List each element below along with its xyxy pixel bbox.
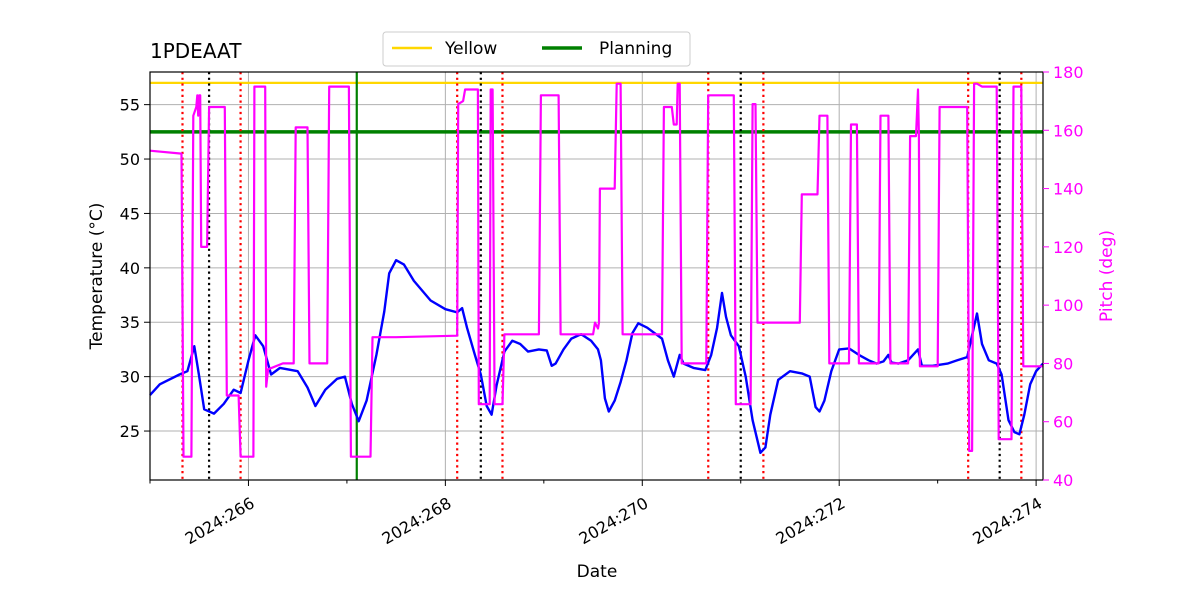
- x-axis-title: Date: [577, 562, 618, 582]
- y2-tick-label: 140: [1053, 180, 1084, 199]
- series-temperature-line: [149, 259, 1044, 454]
- plot-frame: [149, 71, 1044, 481]
- y-tick-label: 25: [120, 422, 140, 441]
- y-tick-label: 30: [120, 368, 140, 387]
- y-tick-label: 40: [120, 259, 140, 278]
- y-tick-label: 50: [120, 150, 140, 169]
- legend-label-planning: Planning: [599, 39, 672, 59]
- y2-tick-label: 120: [1053, 238, 1084, 257]
- y-tick-label: 55: [120, 96, 140, 115]
- y2-tick-label: 80: [1053, 354, 1073, 373]
- y2-tick-label: 40: [1053, 471, 1073, 490]
- legend-box: [382, 31, 691, 67]
- threshold-lines: [150, 81, 1043, 134]
- y2-tick-label: 160: [1053, 121, 1084, 140]
- series: [149, 82, 1044, 458]
- chart-title: 1PDEAAT: [150, 39, 242, 63]
- y-axis-title: Temperature (°C): [87, 203, 107, 351]
- y2-axis-title: Pitch (deg): [1097, 230, 1117, 322]
- event-lines: [181, 72, 1023, 480]
- y2-tick-label: 100: [1053, 296, 1084, 315]
- legend-label-yellow: Yellow: [444, 39, 497, 59]
- series-pitch-line: [149, 82, 1043, 458]
- y2-tick-label: 180: [1053, 63, 1084, 82]
- grid: [150, 72, 1043, 480]
- y-tick-label: 45: [120, 204, 140, 223]
- y2-tick-label: 60: [1053, 413, 1073, 432]
- y-tick-label: 35: [120, 313, 140, 332]
- legend: Yellow Planning: [382, 31, 691, 67]
